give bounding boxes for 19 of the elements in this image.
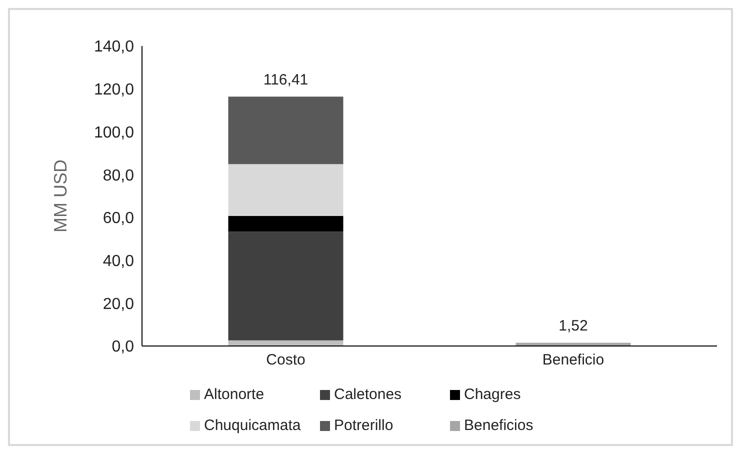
y-tick-label: 20,0 <box>102 296 134 313</box>
y-tick-label: 40,0 <box>102 252 134 270</box>
x-tick-label: Costo <box>266 352 306 369</box>
y-tick-label: 60,0 <box>102 210 134 228</box>
x-tick-label: Beneficio <box>542 352 604 369</box>
y-tick-label: 140,0 <box>94 38 134 56</box>
legend-label: Caletones <box>334 386 402 403</box>
y-axis-title: MM USD <box>50 160 70 232</box>
y-tick-label: 100,0 <box>94 124 134 142</box>
legend-label: Chuquicamata <box>204 417 301 434</box>
y-tick-label: 120,0 <box>94 82 134 99</box>
y-tick-label: 80,0 <box>102 167 134 184</box>
total-label: 1,52 <box>558 318 588 335</box>
y-tick-label: 0,0 <box>112 338 134 356</box>
legend-label: Beneficios <box>464 417 534 434</box>
legend-label: Potrerillo <box>334 417 394 434</box>
total-label: 116,41 <box>263 72 308 89</box>
legend-label: Chagres <box>464 386 521 403</box>
legend-label: Altonorte <box>204 386 264 403</box>
